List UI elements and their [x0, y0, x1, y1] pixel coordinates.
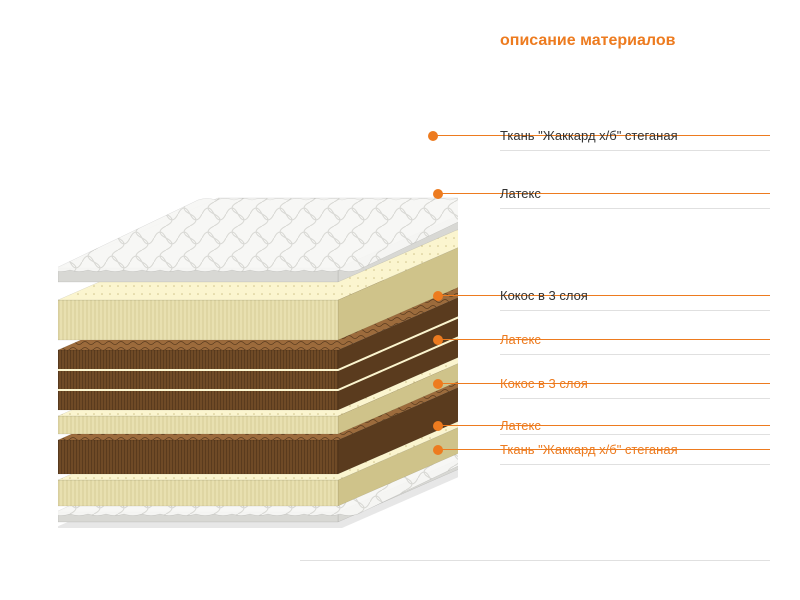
leader-line-latex-3 [439, 425, 770, 426]
bullet-fabric-top [428, 131, 438, 141]
section-title: описание материалов [500, 32, 675, 50]
leader-line-coconut-2 [439, 383, 770, 384]
leader-line-latex-1 [439, 193, 770, 194]
bullet-fabric-bottom [433, 445, 443, 455]
bullet-latex-1 [433, 189, 443, 199]
leader-line-coconut-1 [439, 295, 770, 296]
mattress-layers-diagram [58, 82, 458, 547]
bullet-coconut-1 [433, 291, 443, 301]
leader-line-latex-2 [439, 339, 770, 340]
label-latex-1: Латекс [500, 186, 541, 201]
divider-coconut-2 [500, 398, 770, 399]
label-coconut-2: Кокос в 3 слоя [500, 376, 588, 391]
label-fabric-top: Ткань "Жаккард х/б" стеганая [500, 128, 678, 143]
divider-latex-3 [500, 434, 770, 435]
bullet-coconut-2 [433, 379, 443, 389]
label-coconut-1: Кокос в 3 слоя [500, 288, 588, 303]
bottom-divider [300, 560, 770, 561]
divider-fabric-bottom [500, 464, 770, 465]
bullet-latex-3 [433, 421, 443, 431]
divider-latex-2 [500, 354, 770, 355]
label-latex-3: Латекс [500, 418, 541, 433]
bullet-latex-2 [433, 335, 443, 345]
label-latex-2: Латекс [500, 332, 541, 347]
divider-latex-1 [500, 208, 770, 209]
divider-coconut-1 [500, 310, 770, 311]
label-fabric-bottom: Ткань "Жаккард х/б" стеганая [500, 442, 678, 457]
divider-fabric-top [500, 150, 770, 151]
